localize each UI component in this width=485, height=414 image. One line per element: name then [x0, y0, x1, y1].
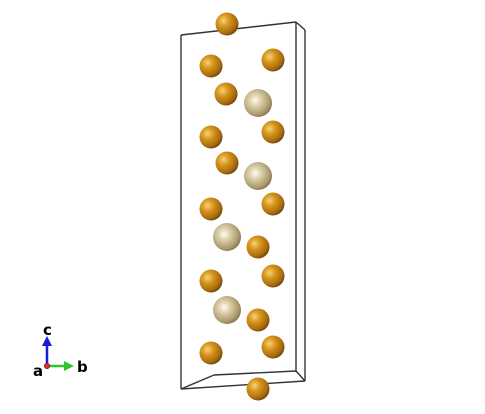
tan-atom[interactable]	[213, 223, 241, 251]
gold-atom[interactable]	[246, 308, 270, 332]
a-axis-origin	[44, 362, 51, 369]
gold-atom[interactable]	[215, 151, 239, 175]
gold-atom[interactable]	[199, 54, 223, 78]
gold-atom[interactable]	[199, 197, 223, 221]
gold-atom[interactable]	[199, 269, 223, 293]
gold-atom[interactable]	[261, 120, 285, 144]
a-axis-label: a	[33, 362, 43, 380]
atoms	[199, 12, 285, 401]
gold-atom[interactable]	[246, 235, 270, 259]
unit-cell	[180, 21, 306, 390]
c-axis-arrowhead	[42, 336, 52, 346]
c-axis-label: c	[43, 321, 52, 339]
gold-atom[interactable]	[199, 125, 223, 149]
axis-indicator: c b a	[33, 321, 88, 380]
gold-atom[interactable]	[261, 264, 285, 288]
tan-atom[interactable]	[213, 296, 241, 324]
tan-atom[interactable]	[244, 89, 272, 117]
tan-atom[interactable]	[244, 162, 272, 190]
cell-edge	[213, 370, 297, 376]
gold-atom[interactable]	[199, 341, 223, 365]
cell-edge	[295, 21, 306, 31]
gold-atom[interactable]	[246, 377, 270, 401]
cell-edge	[180, 21, 297, 36]
cell-edge	[180, 380, 306, 390]
gold-atom[interactable]	[261, 48, 285, 72]
gold-atom[interactable]	[261, 192, 285, 216]
gold-atom[interactable]	[215, 12, 239, 36]
b-axis-arrowhead	[64, 361, 74, 371]
cell-edge	[180, 374, 215, 390]
cell-edge	[295, 370, 306, 382]
gold-atom[interactable]	[261, 335, 285, 359]
b-axis-label: b	[77, 358, 88, 376]
gold-atom[interactable]	[214, 82, 238, 106]
